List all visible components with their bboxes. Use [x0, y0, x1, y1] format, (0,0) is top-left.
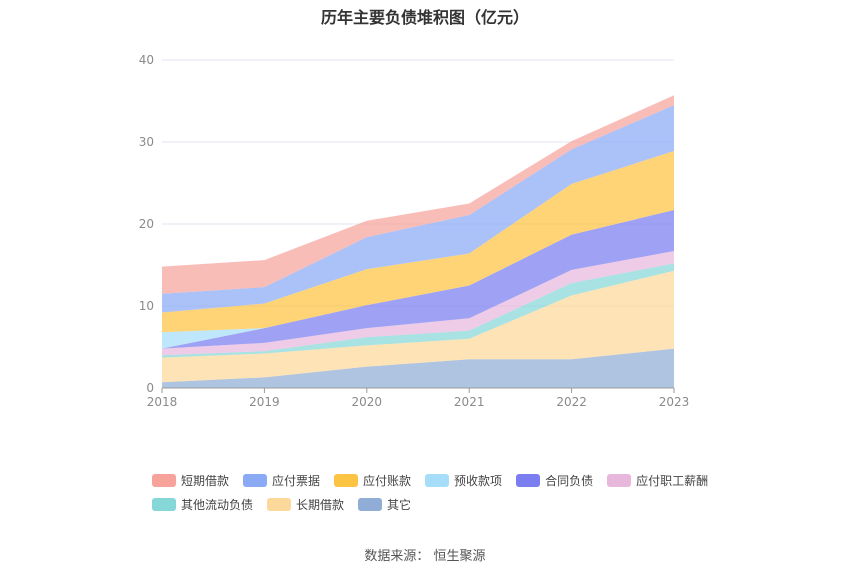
area-series — [162, 210, 674, 349]
legend-label: 短期借款 — [181, 473, 230, 488]
legend-swatch — [267, 497, 292, 511]
legend-item[interactable]: 应付职工薪酬 — [607, 472, 708, 488]
legend-label: 其它 — [387, 497, 412, 512]
y-tick-label: 0 — [146, 381, 154, 395]
legend-item[interactable]: 其它 — [358, 496, 411, 512]
legend-label: 其他流动负债 — [181, 497, 254, 512]
y-tick-label: 10 — [139, 299, 154, 313]
x-tick-label: 2018 — [147, 395, 178, 409]
x-tick-label: 2022 — [556, 395, 587, 409]
legend-item[interactable]: 预收款项 — [425, 472, 502, 488]
legend-swatch — [243, 473, 268, 487]
legend-item[interactable]: 其他流动负债 — [152, 496, 253, 512]
area-series — [162, 105, 674, 313]
area-series — [162, 210, 674, 349]
legend-label: 应付账款 — [363, 473, 412, 488]
area-series — [162, 95, 674, 294]
legend-swatch — [152, 497, 176, 511]
x-tick-label: 2019 — [249, 395, 280, 409]
y-tick-label: 40 — [139, 53, 154, 67]
legend-item[interactable]: 合同负债 — [516, 472, 593, 488]
legend-label: 预收款项 — [454, 473, 503, 488]
legend-label: 长期借款 — [296, 497, 345, 512]
data-source: 数据来源： 恒生聚源 — [364, 549, 486, 564]
y-tick-label: 30 — [139, 135, 154, 149]
legend-swatch — [516, 473, 541, 487]
area-series — [162, 348, 674, 388]
legend-label: 合同负债 — [545, 473, 594, 488]
area-series — [162, 251, 674, 356]
legend-swatch — [607, 473, 632, 487]
legend-item[interactable]: 短期借款 — [152, 472, 229, 488]
legend-swatch — [358, 497, 383, 511]
legend-swatch — [152, 473, 176, 487]
y-tick-label: 20 — [139, 217, 154, 231]
legend-label: 应付票据 — [272, 473, 321, 488]
legend-swatch — [425, 473, 450, 487]
x-tick-label: 2023 — [659, 395, 690, 409]
legend-swatch — [334, 473, 359, 487]
legend-item[interactable]: 长期借款 — [267, 496, 344, 512]
legend-label: 应付职工薪酬 — [636, 473, 709, 488]
legend-item[interactable]: 应付账款 — [334, 472, 411, 488]
chart-title: 历年主要负债堆积图（亿元） — [320, 8, 529, 27]
area-series — [162, 270, 674, 383]
x-tick-label: 2021 — [454, 395, 485, 409]
x-tick-label: 2020 — [352, 395, 383, 409]
legend: 短期借款 应付票据 应付账款 预收款项 合同负债 应付职工薪酬其他流动负债 长期借款 其它 — [152, 472, 712, 512]
legend-item[interactable]: 应付票据 — [243, 472, 320, 488]
area-series — [162, 263, 674, 358]
area-series — [162, 151, 674, 333]
